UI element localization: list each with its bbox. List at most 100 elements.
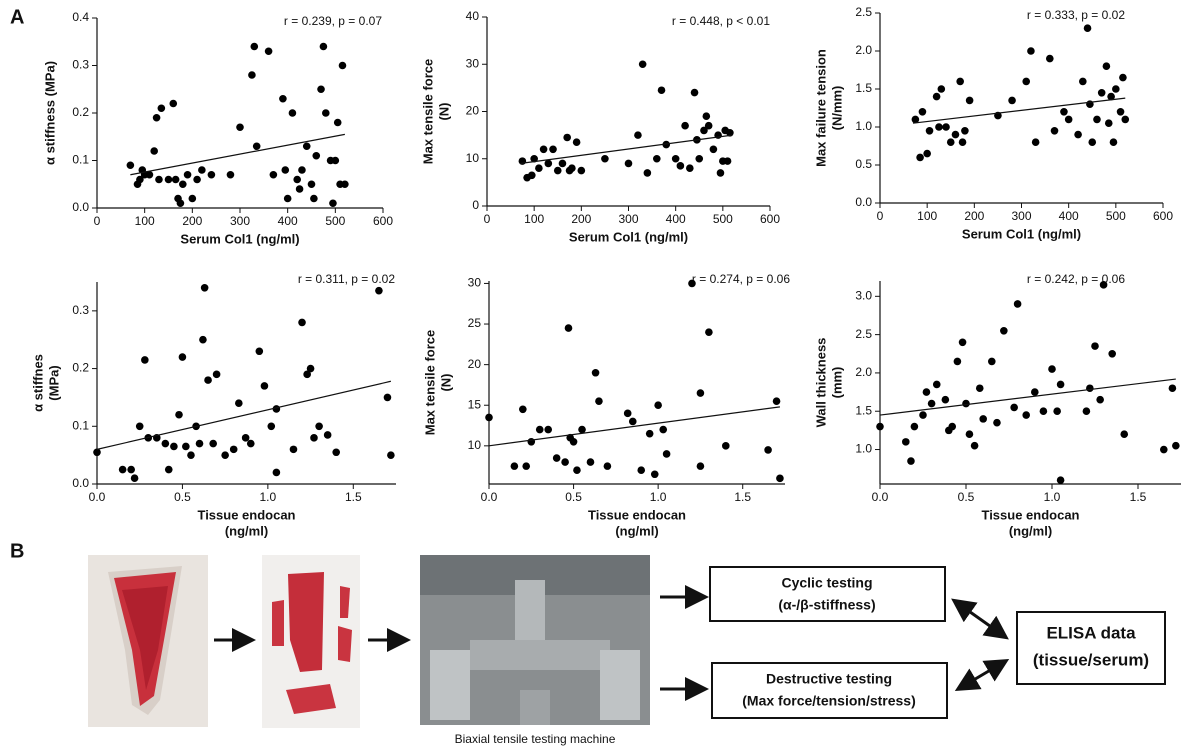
point <box>1022 77 1031 86</box>
point <box>310 194 318 203</box>
x-axis-label: (ng/ml) <box>1009 523 1052 538</box>
point <box>169 99 178 108</box>
point <box>979 415 987 423</box>
point <box>1050 127 1059 135</box>
point <box>1083 24 1092 32</box>
y-tick-label: 2.5 <box>855 327 872 341</box>
point <box>272 468 281 477</box>
point <box>702 112 711 121</box>
point <box>241 434 250 442</box>
point <box>281 166 290 174</box>
point <box>951 130 960 139</box>
point <box>1116 108 1125 116</box>
point <box>1053 407 1061 416</box>
point <box>772 397 781 405</box>
point <box>1000 326 1008 335</box>
point <box>1079 77 1087 86</box>
x-tick-label: 100 <box>917 209 937 223</box>
point <box>643 169 652 177</box>
point <box>331 156 340 165</box>
y-tick-label: 0.0 <box>72 476 89 490</box>
point <box>623 409 632 418</box>
point <box>946 138 955 146</box>
point <box>988 357 996 366</box>
x-tick-label: 1.0 <box>260 490 277 504</box>
x-tick-label: 1.0 <box>1044 490 1061 504</box>
y-tick-label: 1.0 <box>855 442 872 456</box>
box <box>711 662 948 719</box>
point <box>1074 130 1082 139</box>
point <box>188 194 197 203</box>
scatter-chart: 0.0 0.1 0.2 0.3 0.4 0 100 200 300 400 500 600 Serum … <box>42 10 393 246</box>
x-tick-label: 300 <box>1011 209 1031 223</box>
point <box>178 353 187 361</box>
point <box>535 164 543 172</box>
x-tick-label: 1.0 <box>650 490 667 504</box>
point <box>704 121 713 130</box>
point <box>573 466 581 474</box>
scatter-chart: 10 15 20 25 30 0.0 0.5 1.0 1.5 Tissue endocan(ng/… <box>422 272 790 538</box>
point <box>1086 384 1094 393</box>
x-tick-label: 300 <box>618 212 638 226</box>
x-axis-label: Serum Col1 (ng/ml) <box>180 231 299 246</box>
point <box>941 395 950 404</box>
y-tick-label: 25 <box>468 316 482 330</box>
point <box>383 393 392 402</box>
tissue-photo <box>88 555 208 727</box>
point <box>118 465 127 474</box>
point <box>235 399 243 408</box>
point <box>688 279 696 288</box>
point <box>250 42 259 51</box>
point <box>1064 115 1073 124</box>
point <box>953 357 962 366</box>
point <box>530 154 538 163</box>
point <box>329 199 337 208</box>
box <box>709 566 946 622</box>
point <box>527 437 536 446</box>
trend-line <box>912 97 1126 124</box>
panel-label: A <box>10 6 24 28</box>
point <box>776 474 784 483</box>
point <box>910 422 919 431</box>
point <box>236 123 244 132</box>
x-axis-label: Tissue endocan <box>197 507 295 522</box>
point <box>1008 96 1016 105</box>
x-tick-label: 500 <box>325 214 345 228</box>
x-tick-label: 1.5 <box>1130 490 1147 504</box>
point <box>705 328 713 336</box>
y-axis-label: (MPa) <box>46 365 61 400</box>
trend-line <box>519 134 733 165</box>
point <box>310 434 318 442</box>
point <box>709 145 718 154</box>
point <box>170 442 178 451</box>
x-tick-label: 100 <box>135 214 155 228</box>
point <box>295 185 304 193</box>
box-text: Destructive testing <box>766 671 892 687</box>
annotation: r = 0.239, p = 0.07 <box>284 14 382 28</box>
point <box>553 166 562 175</box>
y-tick-label: 2.0 <box>855 43 872 57</box>
point <box>922 388 931 396</box>
x-tick-label: 0 <box>94 214 101 228</box>
point <box>564 324 573 332</box>
point <box>317 85 325 94</box>
point <box>1119 73 1127 82</box>
point <box>283 194 292 203</box>
point <box>634 131 642 139</box>
point <box>519 405 527 414</box>
point <box>965 96 974 105</box>
point <box>937 85 946 93</box>
point <box>298 166 306 174</box>
point <box>260 382 269 390</box>
point <box>549 145 557 154</box>
panel-label: B <box>10 540 24 562</box>
point <box>528 171 536 180</box>
y-tick-label: 0.1 <box>72 153 89 167</box>
annotation: r = 0.242, p = 0.06 <box>1027 272 1125 286</box>
point <box>176 199 185 208</box>
point <box>958 138 967 146</box>
point <box>1093 115 1101 124</box>
point <box>93 448 101 457</box>
double-arrow <box>951 598 1009 640</box>
x-tick-label: 0.0 <box>89 490 106 504</box>
